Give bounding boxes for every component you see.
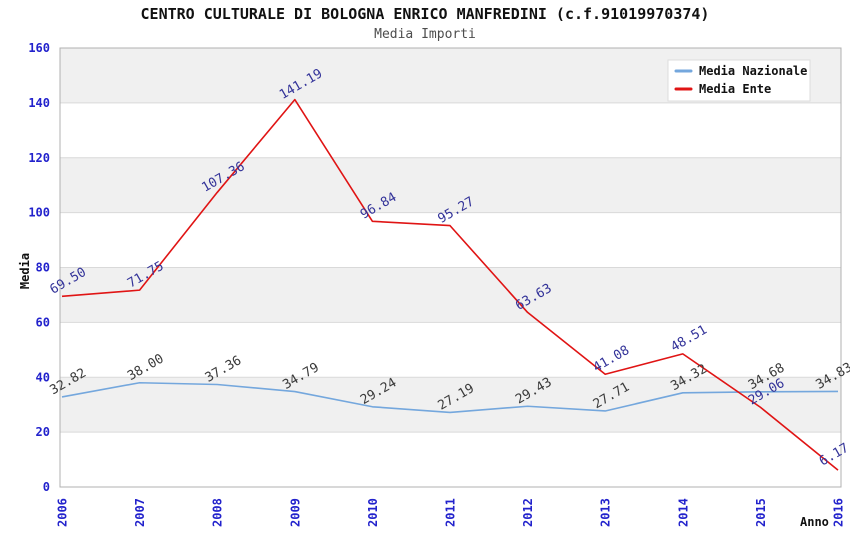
legend-box: [667, 59, 811, 102]
plot-band: [60, 102, 841, 158]
x-tick-label: 2006: [56, 498, 70, 527]
x-tick-label: 2014: [676, 498, 690, 527]
x-tick-label: 2010: [366, 498, 380, 527]
y-tick-label: 160: [28, 41, 50, 55]
series-line-media-ente: [61, 98, 839, 471]
y-tick-label: 40: [36, 370, 50, 384]
legend-label: Media Nazionale: [699, 64, 807, 78]
chart-subtitle: Media Importi: [374, 27, 476, 42]
plot-band: [60, 157, 841, 213]
plot-band: [60, 322, 841, 378]
x-tick-label: 2016: [832, 498, 846, 527]
x-tick-label: 2007: [133, 498, 147, 527]
x-tick-label: 2009: [288, 498, 302, 527]
x-tick-label: 2011: [444, 498, 458, 527]
y-axis-title: Media: [18, 253, 32, 289]
x-axis-title: Anno: [800, 515, 829, 529]
x-tick-label: 2008: [211, 498, 225, 527]
plot-band: [60, 377, 841, 433]
y-tick-label: 60: [36, 315, 50, 329]
y-tick-label: 80: [36, 261, 50, 275]
chart-title: CENTRO CULTURALE DI BOLOGNA ENRICO MANFR…: [140, 5, 710, 23]
plot-border: [59, 47, 842, 488]
y-tick-label: 20: [36, 425, 50, 439]
plot-band: [60, 267, 841, 323]
x-tick-label: 2013: [599, 498, 613, 527]
legend: Media Nazionale Media Ente: [667, 59, 811, 102]
series-line-media-nazionale: [61, 381, 839, 414]
y-tick-label: 100: [28, 206, 50, 220]
x-tick-label: 2015: [754, 498, 768, 527]
plot-band: [60, 212, 841, 268]
legend-label: Media Ente: [699, 82, 771, 96]
y-tick-label: 0: [43, 480, 50, 494]
y-tick-label: 120: [28, 151, 50, 165]
x-tick-label: 2012: [521, 498, 535, 527]
plot-band: [60, 432, 841, 487]
plot-layer: 0 20 40 60 80 100 120 140 160 2006 2007 2008 2009 201…: [28, 41, 850, 527]
y-tick-label: 140: [28, 96, 50, 110]
